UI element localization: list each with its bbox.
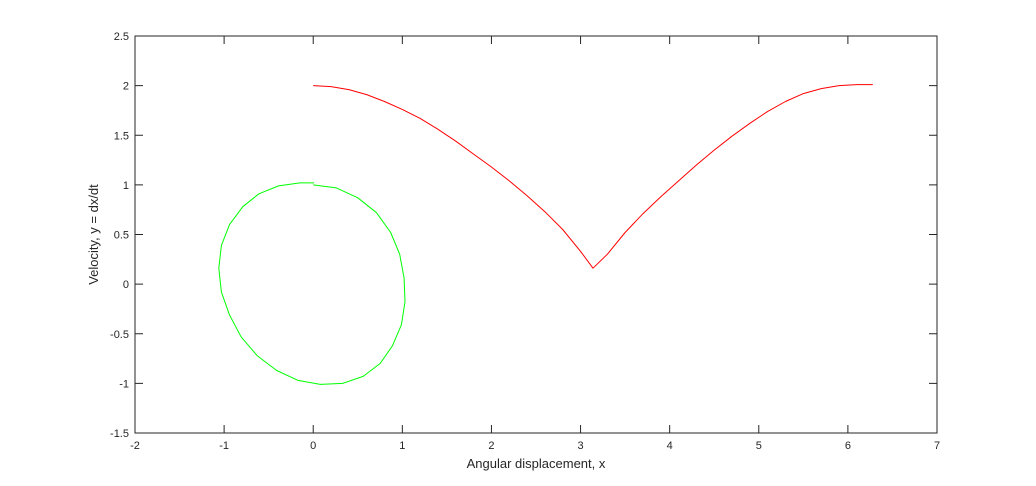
green-trajectory-line [218, 182, 406, 385]
x-tick-label: 2 [488, 440, 494, 452]
plot-area-box [134, 35, 938, 434]
y-tick-label: -0.5 [110, 329, 129, 341]
x-tick-labels: -2 -1 0 1 2 3 4 5 6 7 [130, 440, 940, 452]
x-tick-label: 6 [845, 440, 851, 452]
x-tick-label: 3 [577, 440, 583, 452]
y-tick-label: 1 [123, 180, 129, 192]
x-tick-label: -2 [130, 440, 140, 452]
y-tick-label: 0 [123, 279, 129, 291]
x-tick-label: 1 [399, 440, 405, 452]
x-tick-label: 7 [934, 440, 940, 452]
red-trajectory-line [313, 84, 873, 269]
y-tick-labels: -1.5 -1 -0.5 0 0.5 1 1.5 2 2.5 [110, 31, 129, 440]
x-axis-label: Angular displacement, x [467, 456, 606, 471]
y-tick-label: 0.5 [114, 230, 129, 242]
curves-layer [218, 84, 873, 385]
tick-marks [134, 35, 938, 434]
y-tick-label: -1.5 [110, 428, 129, 440]
x-tick-label: -1 [219, 440, 229, 452]
x-tick-label: 0 [310, 440, 316, 452]
y-tick-label: 2 [123, 81, 129, 93]
y-axis-label: Velocity, y = dx/dt [86, 184, 101, 285]
x-tick-label: 4 [667, 440, 673, 452]
x-tick-label: 5 [756, 440, 762, 452]
y-tick-label: 1.5 [114, 130, 129, 142]
y-tick-label: 2.5 [114, 31, 129, 43]
y-tick-label: -1 [119, 378, 129, 390]
